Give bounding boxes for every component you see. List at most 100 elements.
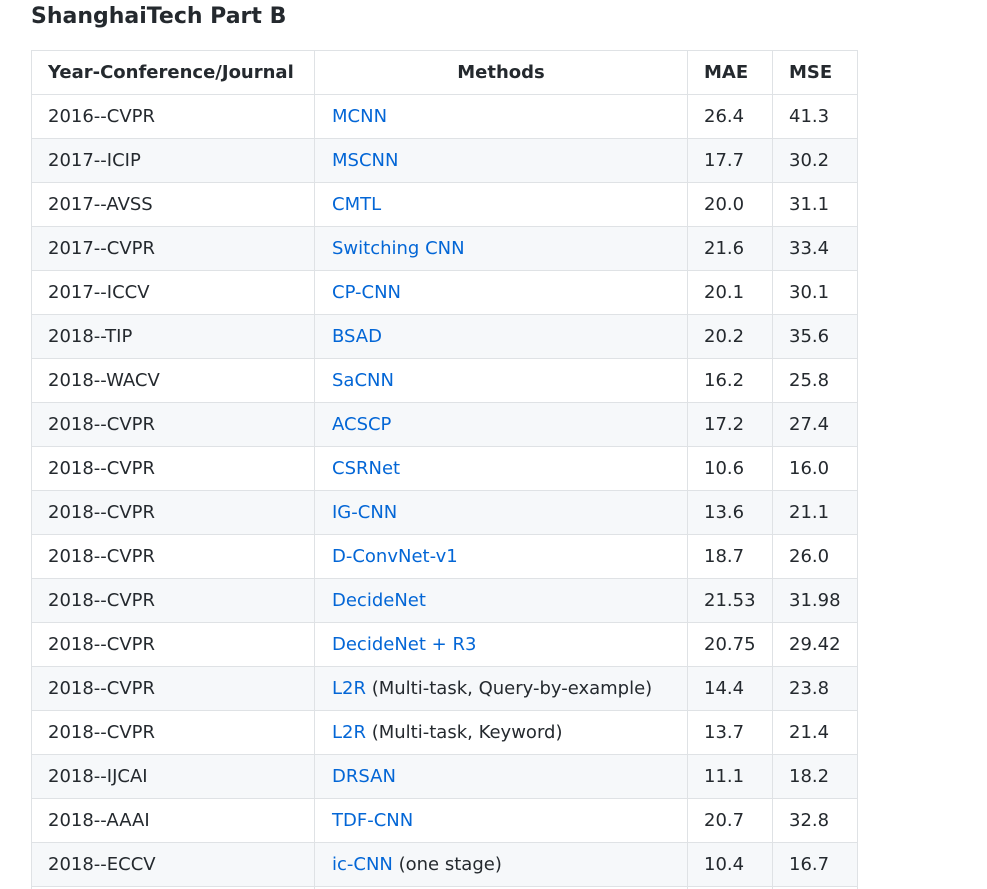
mae-cell: 20.0 bbox=[687, 182, 773, 227]
mae-cell: 17.2 bbox=[687, 402, 773, 447]
method-cell: DRSAN bbox=[314, 754, 688, 799]
table-row: 2018--CVPR DecideNet + R3 20.75 29.42 bbox=[31, 622, 858, 667]
method-link[interactable]: MSCNN bbox=[332, 150, 399, 171]
year-cell: 2017--CVPR bbox=[31, 226, 315, 271]
mse-cell: 25.8 bbox=[772, 358, 858, 403]
method-link[interactable]: SaCNN bbox=[332, 370, 394, 391]
mse-cell: 23.8 bbox=[772, 666, 858, 711]
year-cell: 2018--IJCAI bbox=[31, 754, 315, 799]
method-cell: TDF-CNN bbox=[314, 798, 688, 843]
method-cell: ic-CNN (one stage) bbox=[314, 842, 688, 887]
table-row: 2018--IJCAI DRSAN 11.1 18.2 bbox=[31, 754, 858, 799]
method-cell: CMTL bbox=[314, 182, 688, 227]
mse-cell: 26.0 bbox=[772, 534, 858, 579]
column-header-mae: MAE bbox=[687, 50, 773, 95]
method-link[interactable]: DecideNet + R3 bbox=[332, 634, 477, 655]
year-cell: 2017--ICIP bbox=[31, 138, 315, 183]
method-cell: ACSCP bbox=[314, 402, 688, 447]
mae-cell: 10.6 bbox=[687, 446, 773, 491]
table-row: 2018--CVPR CSRNet 10.6 16.0 bbox=[31, 446, 858, 491]
mse-cell: 30.2 bbox=[772, 138, 858, 183]
table-row: 2018--ECCV ic-CNN (one stage) 10.4 16.7 bbox=[31, 842, 858, 887]
method-cell: DecideNet + R3 bbox=[314, 622, 688, 667]
method-link[interactable]: CP-CNN bbox=[332, 282, 402, 303]
table-row: 2018--CVPR L2R (Multi-task, Keyword) 13.7 2… bbox=[31, 710, 858, 755]
table-row: 2018--CVPR D-ConvNet-v1 18.7 26.0 bbox=[31, 534, 858, 579]
mse-cell: 35.6 bbox=[772, 314, 858, 359]
table-row: 2018--CVPR L2R (Multi-task, Query-by-exam… bbox=[31, 666, 858, 711]
method-cell: MCNN bbox=[314, 94, 688, 139]
method-link[interactable]: TDF-CNN bbox=[332, 810, 414, 831]
year-cell: 2018--TIP bbox=[31, 314, 315, 359]
mse-cell: 29.42 bbox=[772, 622, 858, 667]
mse-cell: 16.7 bbox=[772, 842, 858, 887]
method-cell: L2R (Multi-task, Keyword) bbox=[314, 710, 688, 755]
year-cell: 2018--CVPR bbox=[31, 402, 315, 447]
mse-cell: 31.1 bbox=[772, 182, 858, 227]
method-link[interactable]: CSRNet bbox=[332, 458, 401, 479]
column-header-year: Year-Conference/Journal bbox=[31, 50, 315, 95]
mse-cell: 30.1 bbox=[772, 270, 858, 315]
mae-cell: 21.53 bbox=[687, 578, 773, 623]
method-link[interactable]: ic-CNN bbox=[332, 854, 393, 875]
method-cell: BSAD bbox=[314, 314, 688, 359]
mse-cell: 21.4 bbox=[772, 710, 858, 755]
mae-cell: 11.1 bbox=[687, 754, 773, 799]
method-link[interactable]: Switching CNN bbox=[332, 238, 465, 259]
mae-cell: 10.4 bbox=[687, 842, 773, 887]
year-cell: 2017--ICCV bbox=[31, 270, 315, 315]
year-cell: 2016--CVPR bbox=[31, 94, 315, 139]
mae-cell: 21.6 bbox=[687, 226, 773, 271]
method-link[interactable]: MCNN bbox=[332, 106, 388, 127]
mse-cell: 16.0 bbox=[772, 446, 858, 491]
method-note: (Multi-task, Query-by-example) bbox=[366, 678, 653, 699]
mse-cell: 18.2 bbox=[772, 754, 858, 799]
method-link[interactable]: DecideNet bbox=[332, 590, 426, 611]
mae-cell: 20.1 bbox=[687, 270, 773, 315]
mae-cell: 18.7 bbox=[687, 534, 773, 579]
table-row: 2018--WACV SaCNN 16.2 25.8 bbox=[31, 358, 858, 403]
method-link[interactable]: L2R bbox=[332, 722, 366, 743]
mae-cell: 26.4 bbox=[687, 94, 773, 139]
method-link[interactable]: ACSCP bbox=[332, 414, 392, 435]
method-link[interactable]: CMTL bbox=[332, 194, 382, 215]
mae-cell: 17.7 bbox=[687, 138, 773, 183]
year-cell: 2018--WACV bbox=[31, 358, 315, 403]
method-link[interactable]: DRSAN bbox=[332, 766, 396, 787]
mse-cell: 21.1 bbox=[772, 490, 858, 535]
table-row: 2018--CVPR IG-CNN 13.6 21.1 bbox=[31, 490, 858, 535]
year-cell: 2018--CVPR bbox=[31, 622, 315, 667]
mse-cell: 32.8 bbox=[772, 798, 858, 843]
mse-cell: 31.98 bbox=[772, 578, 858, 623]
table-row: 2016--CVPR MCNN 26.4 41.3 bbox=[31, 94, 858, 139]
mae-cell: 20.75 bbox=[687, 622, 773, 667]
mae-cell: 13.7 bbox=[687, 710, 773, 755]
method-link[interactable]: IG-CNN bbox=[332, 502, 398, 523]
table-row: 2017--CVPR Switching CNN 21.6 33.4 bbox=[31, 226, 858, 271]
table-row: 2017--ICCV CP-CNN 20.1 30.1 bbox=[31, 270, 858, 315]
method-link[interactable]: L2R bbox=[332, 678, 366, 699]
method-cell: D-ConvNet-v1 bbox=[314, 534, 688, 579]
table-row: 2018--TIP BSAD 20.2 35.6 bbox=[31, 314, 858, 359]
method-cell: MSCNN bbox=[314, 138, 688, 183]
method-link[interactable]: D-ConvNet-v1 bbox=[332, 546, 458, 567]
method-cell: CSRNet bbox=[314, 446, 688, 491]
method-cell: DecideNet bbox=[314, 578, 688, 623]
method-note: (Multi-task, Keyword) bbox=[366, 722, 563, 743]
table-row bbox=[31, 886, 858, 889]
year-cell: 2018--AAAI bbox=[31, 798, 315, 843]
year-cell: 2017--AVSS bbox=[31, 182, 315, 227]
mse-cell: 41.3 bbox=[772, 94, 858, 139]
method-note: (one stage) bbox=[392, 854, 502, 875]
year-cell: 2018--CVPR bbox=[31, 578, 315, 623]
method-cell: SaCNN bbox=[314, 358, 688, 403]
method-link[interactable]: BSAD bbox=[332, 326, 382, 347]
table-row: 2018--CVPR DecideNet 21.53 31.98 bbox=[31, 578, 858, 623]
method-cell: Switching CNN bbox=[314, 226, 688, 271]
table-row: 2017--AVSS CMTL 20.0 31.1 bbox=[31, 182, 858, 227]
mse-cell: 33.4 bbox=[772, 226, 858, 271]
column-header-mse: MSE bbox=[772, 50, 858, 95]
mae-cell: 14.4 bbox=[687, 666, 773, 711]
mse-cell bbox=[772, 886, 858, 889]
mae-cell: 20.7 bbox=[687, 798, 773, 843]
